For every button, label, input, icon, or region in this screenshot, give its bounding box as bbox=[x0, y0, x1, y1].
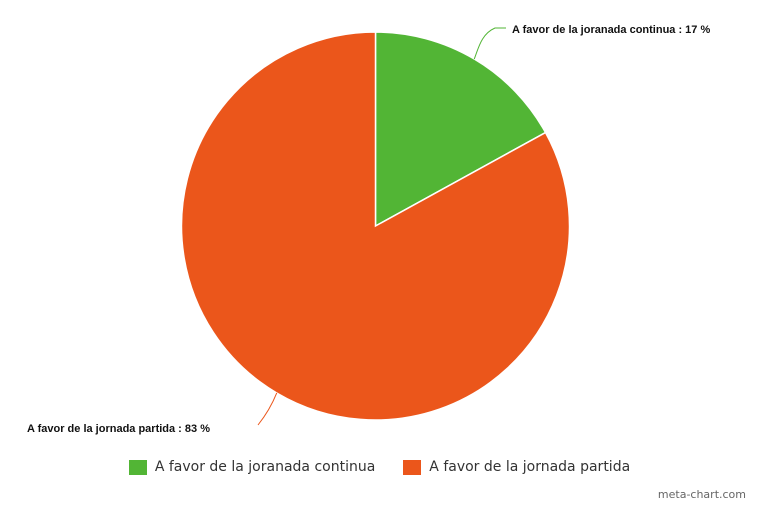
legend-label-partida: A favor de la jornada partida bbox=[429, 459, 631, 475]
pie-chart: A favor de la joranada continua : 17 % A … bbox=[27, 24, 710, 435]
legend-item-partida[interactable]: A favor de la jornada partida bbox=[403, 459, 630, 475]
leader-line-0 bbox=[473, 27, 506, 60]
leader-line-1 bbox=[257, 392, 278, 426]
pie-slice-continua[interactable] bbox=[374, 31, 547, 228]
legend: A favor de la joranada continua A favor … bbox=[0, 459, 759, 475]
credit-link[interactable]: meta-chart.com bbox=[657, 488, 746, 501]
data-label-partida: A favor de la jornada partida : 83 % bbox=[27, 423, 210, 435]
legend-label-continua: A favor de la joranada continua bbox=[154, 459, 376, 475]
data-label-continua: A favor de la joranada continua : 17 % bbox=[512, 24, 710, 36]
legend-swatch-continua bbox=[128, 459, 147, 475]
legend-item-continua[interactable]: A favor de la joranada continua bbox=[128, 459, 376, 475]
legend-swatch-partida bbox=[403, 459, 422, 475]
